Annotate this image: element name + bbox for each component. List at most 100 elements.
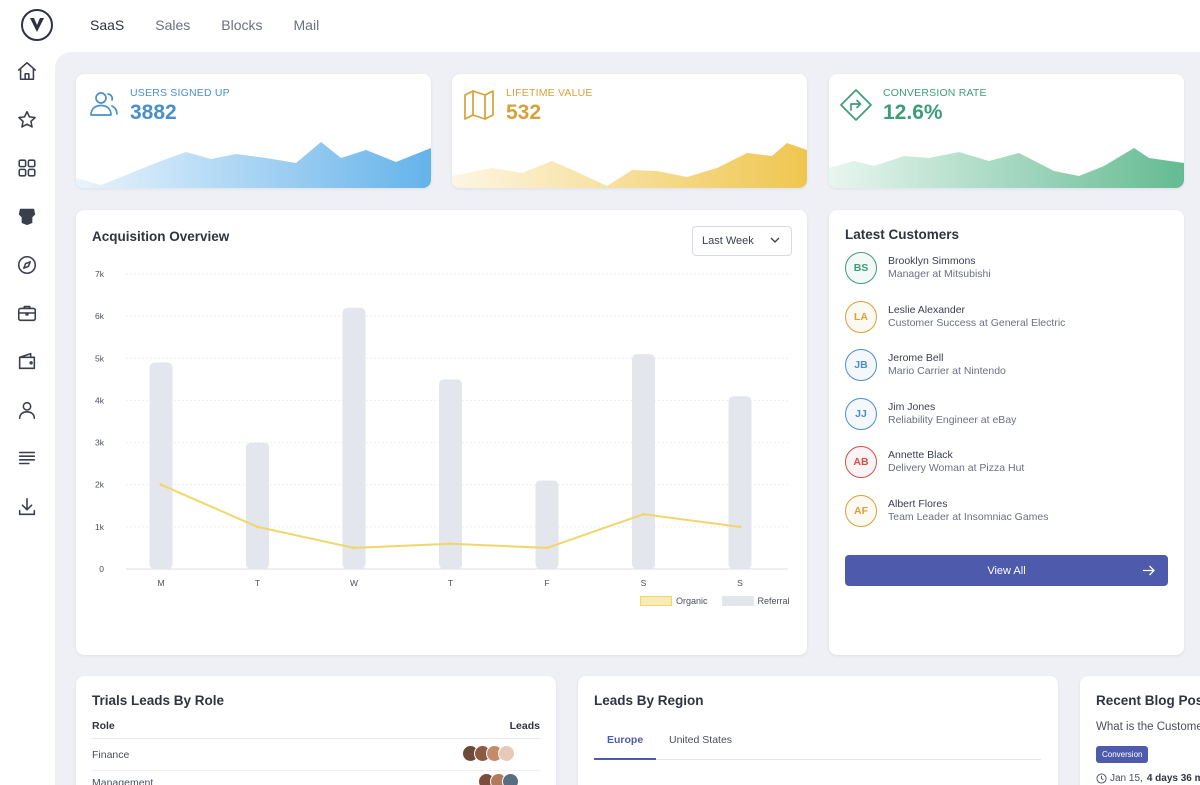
sidebar [0,52,55,785]
table-row-role: Finance [92,749,130,761]
kpi-sparkline [829,148,1184,188]
avatar [498,745,515,762]
kpi-card-users: USERS SIGNED UP 3882 [76,74,431,188]
legend-label-organic: Organic [676,596,708,606]
logo[interactable] [21,9,53,41]
range-dropdown[interactable]: Last Week [692,226,792,256]
view-all-button[interactable]: View All [845,555,1168,586]
kpi-card-lifetime: LIFETIME VALUE 532 [452,74,807,188]
kpi-sparkline [452,143,807,188]
download-icon[interactable] [16,496,38,518]
organic-point [449,542,452,546]
top-nav: SaaS Sales Blocks Mail [90,17,350,33]
tab-europe[interactable]: Europe [607,734,644,746]
kpi-label: USERS SIGNED UP [130,87,230,99]
post-read-time: 4 days 36 m [1146,773,1200,784]
customer-name: Leslie Alexander [888,303,966,316]
customer-list-item[interactable]: AF Albert Flores Team Leader at Insomniac … [845,494,1165,529]
x-tick-label: S [641,578,647,588]
nav-saas[interactable]: SaaS [90,17,125,33]
customer-list-item[interactable]: JJ Jim Jones Reliability Engineer at eBay [845,397,1165,432]
home-icon[interactable] [16,60,38,82]
acquisition-chart: 0 1k 2k 3k 4k 5k 6k 7k M T W T F S S [95,269,788,588]
x-tick-label: T [448,578,453,588]
y-tick-label: 2k [95,480,105,490]
customer-list-item[interactable]: AB Annette Black Delivery Woman at Pizza H… [845,446,1165,480]
kpi-value: 12.6% [883,101,943,124]
avatar: AB [845,446,877,478]
grid-icon[interactable] [16,157,38,179]
avatar: JB [845,349,877,381]
y-tick-label: 5k [95,353,105,363]
avatar: AF [845,494,877,527]
recent-blog-posts-card: Recent Blog Posts What is the Customer C… [1080,676,1200,785]
nav-mail[interactable]: Mail [293,17,320,33]
main-content: USERS SIGNED UP 3882 LIFETIME VALUE 532 … [55,52,1200,785]
customer-name: Jim Jones [888,400,936,413]
trials-leads-card: Trials Leads By Role Role Leads Finance … [76,676,556,785]
chart-legend: Organic Referral [640,596,790,606]
y-tick-label: 4k [95,395,105,405]
blog-post-title[interactable]: What is the Customer [1096,721,1200,733]
customer-list-item[interactable]: LA Leslie Alexander Customer Success at Ge… [845,300,1165,335]
star-icon[interactable] [16,109,38,131]
customer-name: Brooklyn Simmons [888,255,976,267]
kpi-sparkline [76,142,431,188]
kpi-label: CONVERSION RATE [883,87,987,99]
wallet-icon[interactable] [16,350,38,372]
x-tick-label: M [157,578,164,588]
nav-sales[interactable]: Sales [155,17,191,33]
briefcase-icon[interactable] [16,302,38,324]
customer-list-item[interactable]: JB Jerome Bell Mario Carrier at Nintendo [845,349,1165,383]
organic-point [256,525,259,529]
customer-role: Customer Success at General Electric [888,316,1066,329]
post-date: Jan 15, [1110,773,1143,784]
lines-icon[interactable] [16,447,38,469]
acquisition-overview-card: Acquisition Overview Last Week 0 1k 2k 3k 4k… [76,210,807,655]
y-tick-label: 3k [95,438,105,448]
organic-point [352,546,356,550]
customer-list-item[interactable]: BS Brooklyn Simmons Manager at Mitsubishi [845,252,1165,286]
card-title: Trials Leads By Role [92,693,225,708]
compass-icon[interactable] [16,254,38,276]
divider [92,770,540,771]
avatar: JJ [845,397,877,430]
column-header-role: Role [92,720,115,732]
y-tick-label: 7k [95,269,105,279]
x-tick-label: F [544,578,549,588]
lead-avatars [462,745,515,762]
customer-name: Albert Flores [888,497,948,510]
user-icon[interactable] [16,399,38,421]
card-title: Recent Blog Posts [1096,693,1200,708]
customer-role: Delivery Woman at Pizza Hut [888,462,1025,474]
robot-icon[interactable] [16,205,38,227]
latest-customers-card: Latest Customers BS Brooklyn Simmons Manag… [829,210,1184,655]
leads-by-region-card: Leads By Region Europe United States [578,676,1058,785]
avatar [502,773,519,785]
region-tabs: Europe United States [594,730,1041,760]
kpi-value: 3882 [130,101,177,124]
bar [246,442,269,569]
chevron-down-icon [770,237,780,243]
organic-point [159,483,163,487]
active-tab-indicator [594,758,656,760]
organic-point [738,525,742,529]
legend-swatch-organic [640,596,672,606]
organic-point [642,512,645,516]
tab-united-states[interactable]: United States [669,734,733,746]
avatar: LA [845,300,877,333]
blog-post-meta: Jan 15, 4 days 36 m [1096,773,1200,784]
table-row-role: Management [92,777,154,785]
bar [439,379,462,569]
kpi-card-conversion: CONVERSION RATE 12.6% [829,74,1184,188]
organic-point [545,546,549,550]
nav-blocks[interactable]: Blocks [221,17,263,33]
avatar: BS [845,252,877,284]
view-all-label: View All [987,564,1026,577]
customer-role: Mario Carrier at Nintendo [888,365,1006,377]
bar [149,362,173,569]
y-tick-label: 6k [95,311,105,321]
v-logo-icon [30,18,44,32]
kpi-value: 532 [506,101,542,124]
x-tick-label: T [255,578,260,588]
